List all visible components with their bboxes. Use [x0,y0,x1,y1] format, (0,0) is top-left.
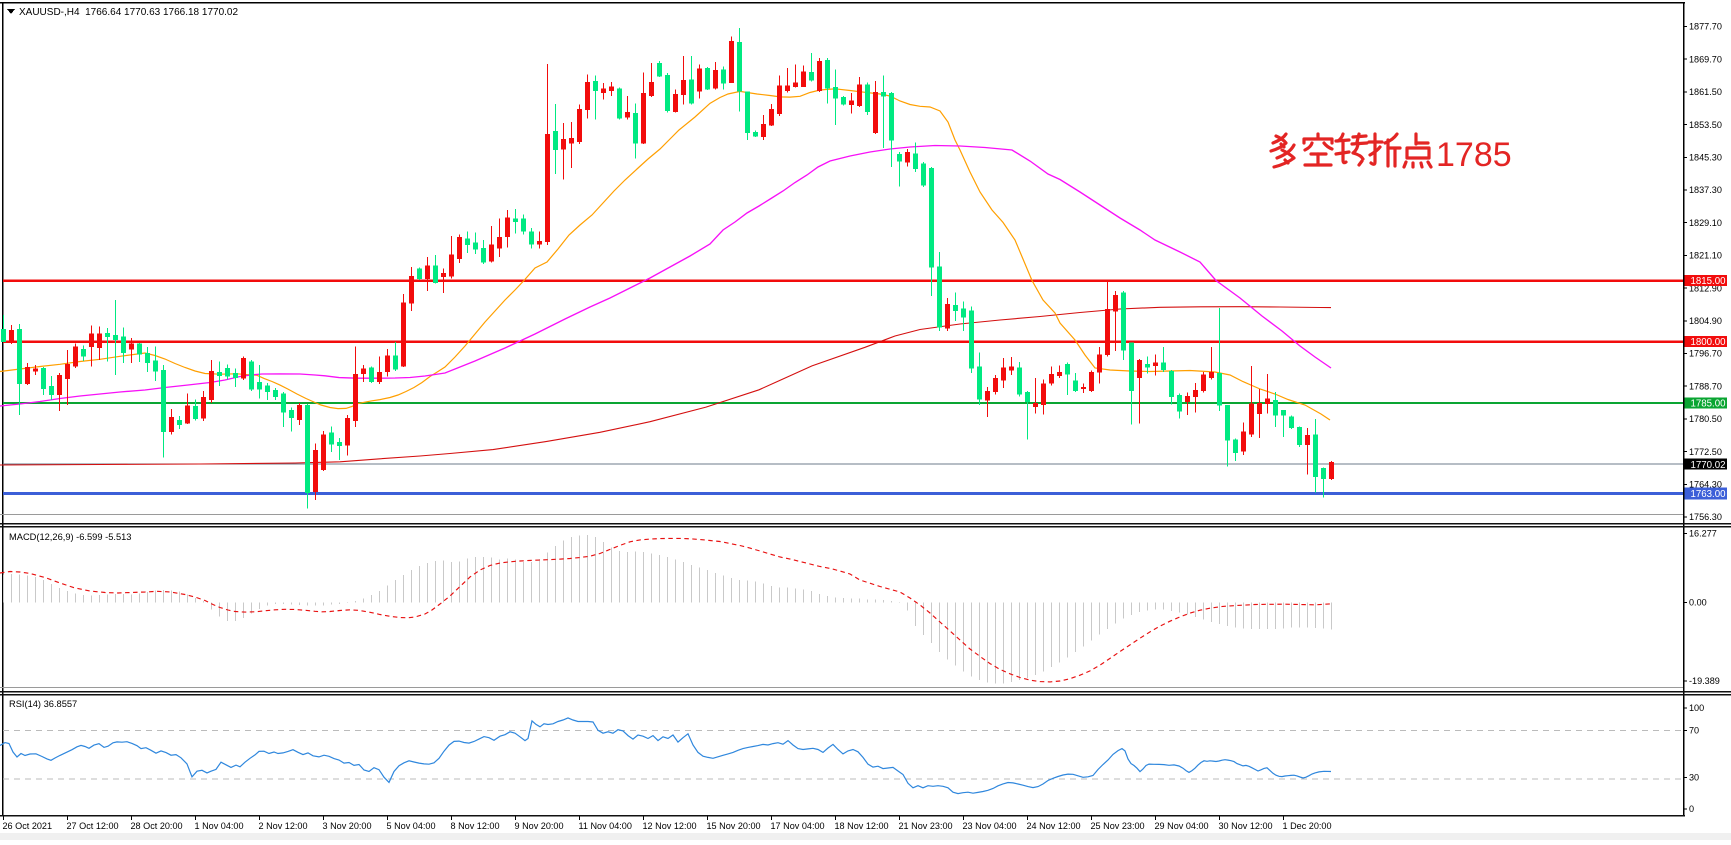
svg-text:30 Nov 12:00: 30 Nov 12:00 [1219,821,1273,831]
svg-text:1772.50: 1772.50 [1689,447,1722,457]
svg-text:29 Nov 04:00: 29 Nov 04:00 [1155,821,1209,831]
svg-text:27 Oct 12:00: 27 Oct 12:00 [67,821,119,831]
svg-text:1853.50: 1853.50 [1689,120,1722,130]
svg-text:17 Nov 04:00: 17 Nov 04:00 [771,821,825,831]
svg-text:9 Nov 20:00: 9 Nov 20:00 [515,821,564,831]
svg-text:11 Nov 04:00: 11 Nov 04:00 [579,821,632,831]
svg-text:1796.70: 1796.70 [1689,349,1722,359]
svg-text:1815.00: 1815.00 [1691,276,1727,287]
svg-text:30: 30 [1689,773,1699,783]
svg-text:1877.70: 1877.70 [1689,22,1722,32]
svg-text:28 Oct 20:00: 28 Oct 20:00 [131,821,183,831]
svg-text:1800.00: 1800.00 [1691,337,1727,348]
svg-text:1770.02: 1770.02 [1691,460,1726,471]
svg-text:100: 100 [1689,703,1704,713]
svg-text:1756.30: 1756.30 [1689,512,1722,522]
svg-text:25 Nov 23:00: 25 Nov 23:00 [1091,821,1145,831]
svg-text:24 Nov 12:00: 24 Nov 12:00 [1027,821,1081,831]
svg-text:1785: 1785 [1436,136,1512,174]
svg-text:0: 0 [1689,804,1694,814]
svg-text:26 Oct 2021: 26 Oct 2021 [3,821,53,831]
svg-text:1861.50: 1861.50 [1689,87,1722,97]
svg-text:1812.90: 1812.90 [1689,283,1722,293]
svg-text:XAUUSD-,H4 1766.64 1770.63 17: XAUUSD-,H4 1766.64 1770.63 1766.18 1770.… [19,7,238,18]
svg-text:1785.00: 1785.00 [1691,399,1727,410]
svg-text:0.00: 0.00 [1689,598,1707,608]
svg-text:16.277: 16.277 [1689,529,1717,539]
svg-text:2 Nov 12:00: 2 Nov 12:00 [259,821,308,831]
svg-text:15 Nov 20:00: 15 Nov 20:00 [707,821,761,831]
svg-text:23 Nov 04:00: 23 Nov 04:00 [963,821,1017,831]
svg-text:5 Nov 04:00: 5 Nov 04:00 [387,821,436,831]
svg-text:1764.30: 1764.30 [1689,480,1722,490]
svg-text:8 Nov 12:00: 8 Nov 12:00 [451,821,500,831]
svg-text:12 Nov 12:00: 12 Nov 12:00 [643,821,697,831]
svg-text:1788.70: 1788.70 [1689,381,1722,391]
svg-text:70: 70 [1689,726,1699,736]
svg-text:1780.50: 1780.50 [1689,414,1722,424]
svg-text:18 Nov 12:00: 18 Nov 12:00 [835,821,889,831]
svg-text:1829.10: 1829.10 [1689,218,1722,228]
svg-text:1845.30: 1845.30 [1689,153,1722,163]
svg-text:1821.10: 1821.10 [1689,251,1722,261]
svg-text:RSI(14) 36.8557: RSI(14) 36.8557 [9,699,77,709]
svg-text:1 Dec 20:00: 1 Dec 20:00 [1283,821,1332,831]
svg-text:3 Nov 20:00: 3 Nov 20:00 [323,821,372,831]
svg-text:1869.70: 1869.70 [1689,54,1722,64]
svg-text:1804.90: 1804.90 [1689,316,1722,326]
svg-text:-19.389: -19.389 [1689,676,1720,686]
svg-text:1 Nov 04:00: 1 Nov 04:00 [195,821,244,831]
svg-text:1763.00: 1763.00 [1691,489,1727,500]
svg-text:MACD(12,26,9) -6.599 -5.513: MACD(12,26,9) -6.599 -5.513 [9,532,131,542]
svg-text:21 Nov 23:00: 21 Nov 23:00 [899,821,953,831]
svg-text:1837.30: 1837.30 [1689,185,1722,195]
